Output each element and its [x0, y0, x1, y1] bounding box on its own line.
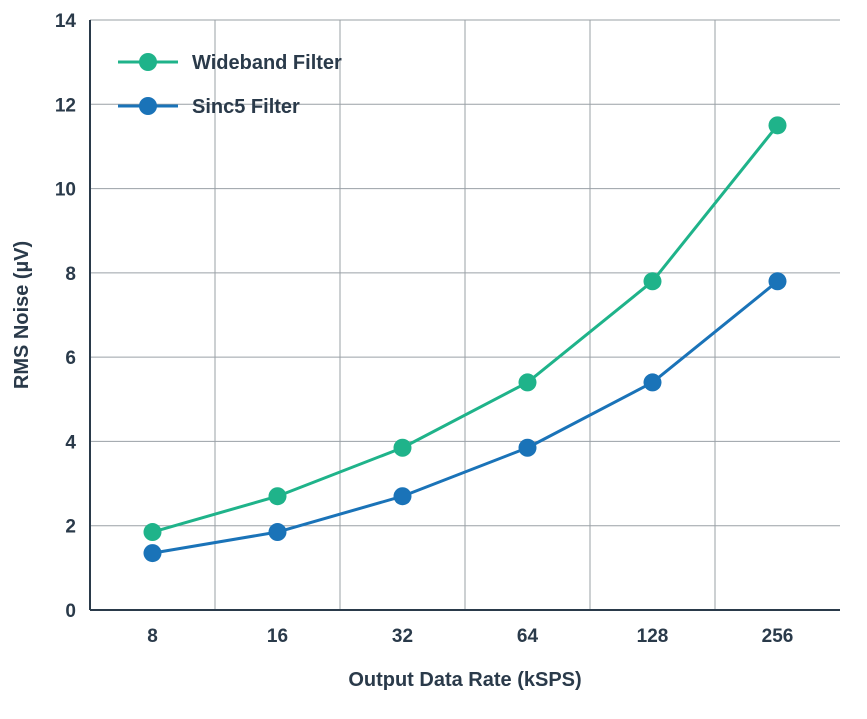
chart-container: 0 2 4 6 8 10 12 14 8 16 32 64 128 256 Output Data Rate…: [0, 0, 867, 719]
x-tick-label: 256: [762, 626, 794, 647]
x-tick-label: 64: [517, 626, 539, 647]
series-marker: [144, 544, 162, 562]
legend-marker: [139, 97, 157, 115]
y-axis-title: RMS Noise (µV): [11, 241, 33, 389]
series-marker: [269, 523, 287, 541]
series-marker: [269, 487, 287, 505]
y-tick-label: 12: [55, 95, 76, 116]
series-marker: [394, 439, 412, 457]
x-tick-label: 32: [392, 626, 413, 647]
x-tick-label: 128: [637, 626, 669, 647]
series-marker: [394, 487, 412, 505]
y-tick-label: 2: [65, 517, 76, 538]
y-tick-label: 4: [65, 432, 76, 453]
y-tick-label: 10: [55, 180, 76, 201]
series-marker: [519, 439, 537, 457]
legend-label: Wideband Filter: [192, 52, 342, 74]
y-tick-label: 6: [65, 348, 76, 369]
y-tick-label: 0: [65, 601, 76, 622]
y-tick-label: 8: [65, 264, 76, 285]
series-marker: [144, 523, 162, 541]
series-marker: [769, 116, 787, 134]
series-marker: [519, 373, 537, 391]
series-marker: [769, 272, 787, 290]
x-tick-label: 8: [147, 626, 158, 647]
x-axis-title: Output Data Rate (kSPS): [348, 669, 581, 691]
legend-marker: [139, 53, 157, 71]
line-chart: 0 2 4 6 8 10 12 14 8 16 32 64 128 256 Output Data Rate…: [0, 0, 867, 719]
x-tick-label: 16: [267, 626, 288, 647]
y-tick-label: 14: [55, 11, 77, 32]
series-marker: [644, 373, 662, 391]
legend-label: Sinc5 Filter: [192, 96, 300, 118]
series-marker: [644, 272, 662, 290]
